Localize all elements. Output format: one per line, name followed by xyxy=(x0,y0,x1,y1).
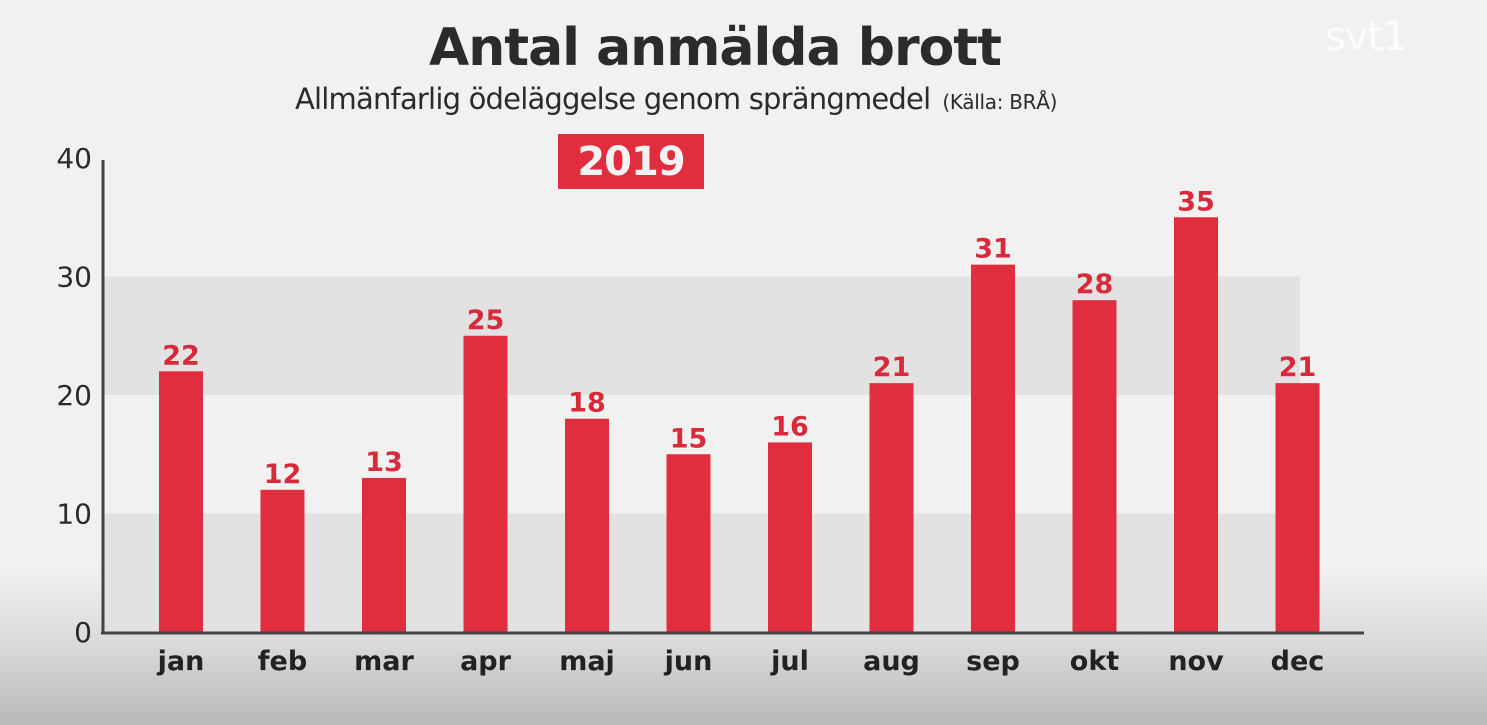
bars xyxy=(159,217,1320,632)
bar-maj xyxy=(565,418,609,632)
x-tick-label-maj: maj xyxy=(559,646,615,677)
x-tick-label-jun: jun xyxy=(664,646,713,677)
year-badge: 2019 xyxy=(558,134,704,189)
chart-title: Antal anmälda brott xyxy=(428,18,1002,78)
x-tick-label-jul: jul xyxy=(770,646,809,677)
value-label-jul: 16 xyxy=(771,411,809,442)
bar-apr xyxy=(463,335,508,632)
x-tick-label-dec: dec xyxy=(1271,646,1325,677)
x-tick-label-jan: jan xyxy=(157,646,205,677)
chart-subtitle: Allmänfarlig ödeläggelse genom sprängmed… xyxy=(295,82,1057,116)
y-tick-label: 0 xyxy=(74,616,92,649)
x-tick-label-okt: okt xyxy=(1070,646,1120,677)
bar-sep xyxy=(971,264,1015,632)
value-label-jan: 22 xyxy=(162,340,200,371)
value-labels: 22 12 13 25 18 15 16 21 31 28 35 21 xyxy=(162,186,1316,490)
x-tick-label-mar: mar xyxy=(354,646,414,677)
value-label-okt: 28 xyxy=(1076,269,1114,300)
x-tick-label-aug: aug xyxy=(863,646,920,677)
channel-logo: svt1 xyxy=(1325,14,1408,60)
y-tick-label: 20 xyxy=(56,379,92,412)
value-label-mar: 13 xyxy=(365,447,403,478)
bar-jun xyxy=(666,454,711,632)
x-tick-label-sep: sep xyxy=(966,646,1020,677)
value-label-feb: 12 xyxy=(264,459,302,490)
subtitle-text: Allmänfarlig ödeläggelse genom sprängmed… xyxy=(295,82,931,116)
bar-dec xyxy=(1275,383,1320,632)
x-axis-ticks: jan feb mar apr maj jun jul aug sep okt nov dec xyxy=(157,646,1325,677)
y-tick-label: 30 xyxy=(56,261,92,294)
value-label-jun: 15 xyxy=(670,423,708,454)
y-axis-ticks: 0 10 20 30 40 xyxy=(56,142,92,649)
y-tick-label: 40 xyxy=(56,142,92,175)
bar-feb xyxy=(260,489,305,632)
x-tick-label-feb: feb xyxy=(258,646,307,677)
bar-nov xyxy=(1174,217,1218,632)
value-label-dec: 21 xyxy=(1279,352,1317,383)
bar-jul xyxy=(768,442,812,632)
bar-mar xyxy=(362,477,406,632)
bar-jan xyxy=(159,371,203,632)
value-label-maj: 18 xyxy=(568,388,606,419)
grid-band xyxy=(103,276,1300,395)
value-label-sep: 31 xyxy=(974,234,1012,265)
bar-aug xyxy=(869,383,914,632)
value-label-nov: 35 xyxy=(1177,186,1215,217)
y-tick-label: 10 xyxy=(56,498,92,531)
value-label-apr: 25 xyxy=(467,305,505,336)
value-label-aug: 21 xyxy=(873,352,911,383)
x-tick-label-apr: apr xyxy=(460,646,512,677)
source-label: (Källa: BRÅ) xyxy=(942,90,1058,114)
x-tick-label-nov: nov xyxy=(1168,646,1224,677)
bar-okt xyxy=(1072,300,1117,632)
